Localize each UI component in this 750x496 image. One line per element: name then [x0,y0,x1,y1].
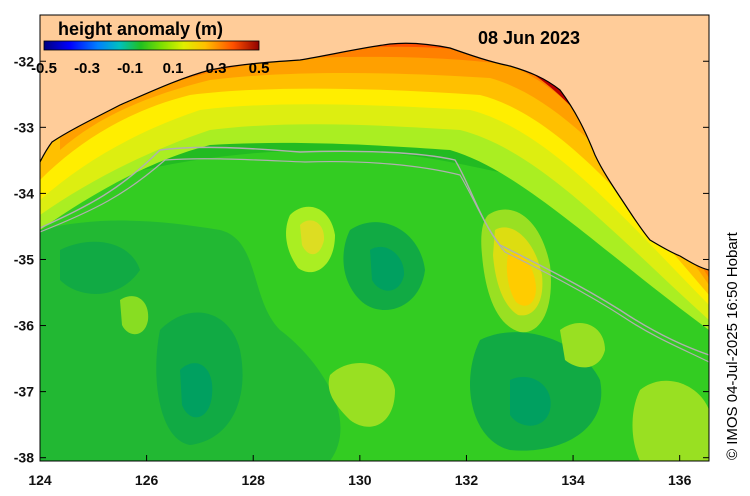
x-tick-label: 132 [455,472,479,488]
colorbar-title: height anomaly (m) [58,19,223,39]
colorbar-tick-label: -0.5 [31,60,57,77]
map-date: 08 Jun 2023 [478,28,580,48]
x-axis: 124 126 128 130 132 134 136 [28,455,692,488]
land-mass [40,15,709,270]
plot-frame [39,14,710,462]
y-tick-label: -36 [14,318,34,334]
anomaly-field [40,15,709,461]
x-tick-label: 128 [242,472,266,488]
colorbar-tick-label: 0.1 [163,60,184,77]
colorbar-tick-label: 0.5 [249,60,270,77]
y-tick-label: -37 [14,384,34,400]
y-axis: -32 -33 -34 -35 -36 -37 -38 [14,53,709,466]
y-tick-label: -32 [14,53,34,69]
coastline [40,42,709,271]
colorbar-tick-label: -0.1 [117,60,143,77]
credit-text: © IMOS 04-Jul-2025 16:50 Hobart [724,232,741,460]
colorbar: height anomaly (m) -0.5 -0.3 -0.1 0.1 0.3 0.5 [31,19,269,77]
isobath-contour [40,146,709,356]
y-tick-label: -35 [14,251,34,267]
y-tick-label: -33 [14,119,34,135]
colorbar-tick-label: 0.3 [206,60,227,77]
x-tick-label: 130 [348,472,372,488]
y-tick-label: -38 [14,450,34,466]
x-tick-label: 134 [561,472,585,488]
colorbar-gradient [43,40,260,51]
x-tick-label: 136 [668,472,692,488]
colorbar-tick-label: -0.3 [74,60,100,77]
x-tick-label: 124 [28,472,52,488]
y-tick-label: -34 [14,185,34,201]
x-tick-label: 126 [135,472,159,488]
